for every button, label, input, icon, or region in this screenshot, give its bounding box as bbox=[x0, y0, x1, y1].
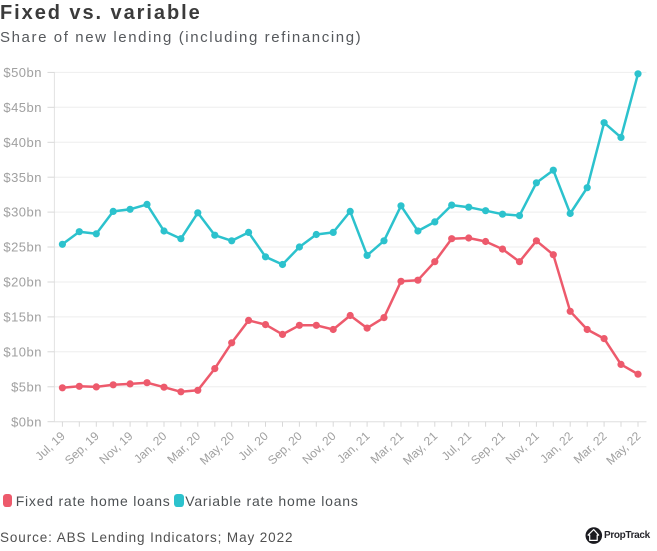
svg-text:Mar, 22: Mar, 22 bbox=[571, 429, 610, 467]
svg-text:Sep, 19: Sep, 19 bbox=[62, 429, 102, 468]
svg-text:Sep, 20: Sep, 20 bbox=[265, 429, 305, 468]
svg-text:Jan, 21: Jan, 21 bbox=[334, 429, 373, 466]
svg-text:Sep, 21: Sep, 21 bbox=[468, 429, 508, 468]
svg-text:Nov, 21: Nov, 21 bbox=[503, 429, 542, 467]
svg-text:$5bn: $5bn bbox=[11, 379, 42, 394]
svg-text:$15bn: $15bn bbox=[3, 310, 42, 325]
svg-text:$40bn: $40bn bbox=[3, 135, 42, 150]
svg-text:Mar, 21: Mar, 21 bbox=[368, 429, 407, 467]
svg-text:$30bn: $30bn bbox=[3, 205, 42, 220]
svg-text:May, 22: May, 22 bbox=[603, 429, 643, 468]
svg-text:Nov, 20: Nov, 20 bbox=[300, 429, 339, 467]
svg-text:May, 21: May, 21 bbox=[400, 429, 440, 468]
svg-text:$20bn: $20bn bbox=[3, 275, 42, 290]
svg-text:Jan, 20: Jan, 20 bbox=[131, 429, 170, 466]
svg-text:$45bn: $45bn bbox=[3, 100, 42, 115]
svg-text:Nov, 19: Nov, 19 bbox=[96, 429, 135, 467]
svg-text:May, 20: May, 20 bbox=[197, 429, 237, 468]
svg-text:$10bn: $10bn bbox=[3, 344, 42, 359]
svg-text:$50bn: $50bn bbox=[3, 65, 42, 80]
svg-text:Mar, 20: Mar, 20 bbox=[164, 429, 203, 467]
svg-text:Jan, 22: Jan, 22 bbox=[537, 429, 576, 466]
svg-text:$0bn: $0bn bbox=[11, 414, 42, 429]
svg-text:$35bn: $35bn bbox=[3, 170, 42, 185]
svg-text:$25bn: $25bn bbox=[3, 240, 42, 255]
